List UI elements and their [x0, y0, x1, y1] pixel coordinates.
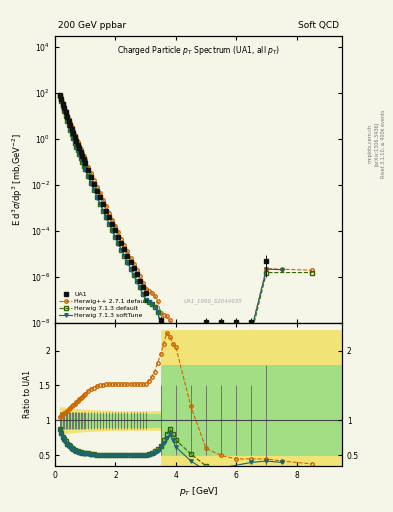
Text: mcplots.cern.ch: mcplots.cern.ch — [367, 124, 372, 163]
Legend: UA1, Herwig++ 2.7.1 default, Herwig 7.1.3 default, Herwig 7.1.3 softTune: UA1, Herwig++ 2.7.1 default, Herwig 7.1.… — [58, 291, 150, 319]
Text: Charged Particle $\mathit{p_T}$ Spectrum (UA1, all $\mathit{p_T}$): Charged Particle $\mathit{p_T}$ Spectrum… — [117, 45, 280, 57]
Text: Soft QCD: Soft QCD — [298, 21, 339, 30]
Text: [arXiv:1306.3436]: [arXiv:1306.3436] — [374, 121, 379, 165]
Y-axis label: E d$^3\sigma$/dp$^3$ [mb,GeV$^{-2}$]: E d$^3\sigma$/dp$^3$ [mb,GeV$^{-2}$] — [11, 133, 25, 226]
Y-axis label: Ratio to UA1: Ratio to UA1 — [24, 370, 33, 418]
Text: 200 GeV ppbar: 200 GeV ppbar — [58, 21, 126, 30]
Text: UA1_1990_S2044935: UA1_1990_S2044935 — [184, 298, 242, 304]
X-axis label: $p_T$ [GeV]: $p_T$ [GeV] — [179, 485, 218, 498]
Text: Rivet 3.1.10, ≥ 400k events: Rivet 3.1.10, ≥ 400k events — [381, 109, 386, 178]
